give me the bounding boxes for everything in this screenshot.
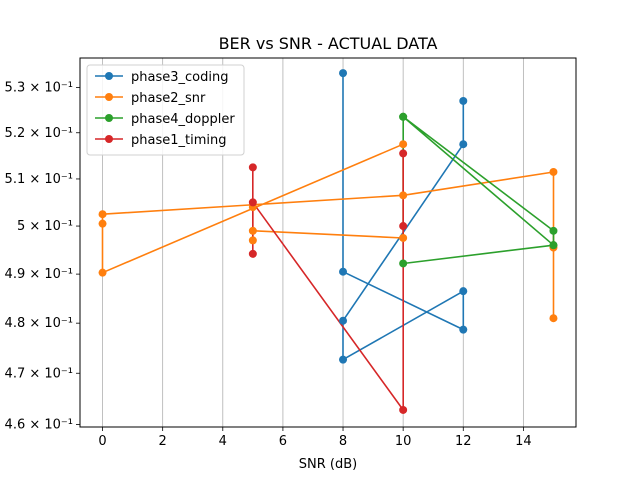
data-point-phase1_timing	[248, 249, 257, 258]
data-point-phase2_snr	[399, 140, 408, 149]
y-axis-ticks: 4.6 × 10⁻¹ 4.7 × 10⁻¹ 4.8 × 10⁻¹ 4.9 × 10⁻¹…	[5, 80, 80, 432]
y-tick-label: 5.3 × 10⁻¹	[5, 80, 73, 95]
data-point-phase2_snr	[399, 191, 408, 200]
x-axis-label: SNR (dB)	[299, 457, 357, 472]
x-tick-label: 2	[159, 434, 167, 449]
legend-label: phase2_snr	[131, 91, 206, 106]
y-tick-label: 4.8 × 10⁻¹	[5, 316, 73, 331]
x-tick-label: 0	[98, 434, 106, 449]
legend-marker	[105, 114, 113, 122]
legend-marker	[105, 135, 113, 143]
legend-marker	[105, 72, 113, 80]
data-point-phase3_coding	[459, 96, 468, 105]
data-point-phase4_doppler	[399, 259, 408, 268]
y-tick-label: 4.9 × 10⁻¹	[5, 267, 73, 282]
legend-label: phase1_timing	[131, 133, 226, 148]
data-point-phase1_timing	[399, 405, 408, 414]
data-point-phase3_coding	[339, 69, 348, 78]
y-tick-label: 5.2 × 10⁻¹	[5, 126, 73, 141]
data-point-phase4_doppler	[399, 112, 408, 121]
y-tick-label: 4.7 × 10⁻¹	[5, 366, 73, 381]
data-point-phase3_coding	[459, 325, 468, 334]
data-point-phase2_snr	[549, 314, 558, 323]
data-point-phase2_snr	[98, 268, 107, 277]
legend-label: phase4_doppler	[131, 112, 235, 127]
data-point-phase1_timing	[399, 222, 408, 231]
legend: phase3_coding phase2_snr phase4_dopplerpha…	[86, 64, 245, 156]
data-point-phase3_coding	[459, 287, 468, 296]
data-point-phase3_coding	[339, 316, 348, 325]
chart-title: BER vs SNR - ACTUAL DATA	[219, 34, 438, 53]
x-tick-label: 8	[339, 434, 347, 449]
data-point-phase2_snr	[549, 167, 558, 176]
series-line-phase4_doppler	[402, 116, 555, 265]
legend-box	[86, 64, 245, 156]
data-point-phase2_snr	[399, 233, 408, 242]
data-point-phase1_timing	[248, 163, 257, 172]
x-tick-label: 12	[455, 434, 472, 449]
series-points	[98, 69, 558, 414]
data-point-phase2_snr	[248, 226, 257, 235]
data-point-phase1_timing	[248, 198, 257, 207]
y-tick-label: 5 × 10⁻¹	[17, 219, 73, 234]
data-point-phase3_coding	[459, 140, 468, 149]
legend-label: phase3_coding	[131, 70, 228, 85]
data-point-phase2_snr	[248, 236, 257, 245]
x-axis-ticks: 0 2 4 6 8 10 12 14	[98, 427, 532, 449]
x-tick-label: 4	[219, 434, 227, 449]
y-tick-label: 4.6 × 10⁻¹	[5, 417, 73, 432]
plot-frame	[79, 57, 577, 428]
data-point-phase2_snr	[98, 219, 107, 228]
data-point-phase4_doppler	[549, 226, 558, 235]
data-point-phase4_doppler	[549, 241, 558, 250]
x-tick-label: 14	[515, 434, 532, 449]
y-tick-label: 5.1 × 10⁻¹	[5, 172, 73, 187]
data-point-phase3_coding	[339, 267, 348, 276]
data-point-phase1_timing	[399, 149, 408, 158]
x-tick-label: 6	[279, 434, 287, 449]
data-point-phase3_coding	[339, 355, 348, 364]
data-point-phase2_snr	[98, 210, 107, 219]
legend-marker	[105, 93, 113, 101]
x-tick-label: 10	[395, 434, 412, 449]
